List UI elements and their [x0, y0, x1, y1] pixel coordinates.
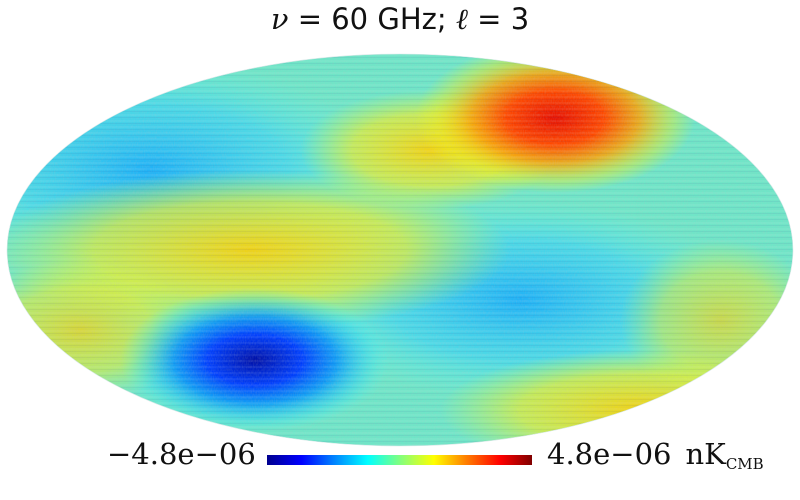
colorbar-min-label: −4.8e−06: [107, 437, 256, 471]
colorbar-unit: nKCMB: [685, 437, 764, 473]
map-outline: [6, 53, 794, 447]
colorbar-max-group: 4.8e−06 nKCMB: [547, 437, 764, 481]
colorbar-gradient: [267, 455, 532, 465]
title-ell-symbol: ℓ: [446, 2, 468, 36]
colorbar: −4.8e−06 4.8e−06 nKCMB: [0, 437, 800, 477]
title-frequency: 60 GHz;: [331, 2, 447, 36]
scan-stripes: [7, 54, 793, 446]
map-title: ν = 60 GHz; ℓ = 3: [0, 2, 800, 36]
title-equals-2: =: [467, 2, 511, 36]
sky-map-content: [7, 54, 793, 446]
colorbar-max-label: 4.8e−06: [547, 437, 672, 471]
colorbar-unit-main: nK: [685, 437, 726, 471]
title-multipole: 3: [510, 2, 530, 36]
title-nu-symbol: ν: [270, 2, 289, 36]
title-equals-1: =: [288, 2, 332, 36]
colorbar-unit-sub: CMB: [725, 455, 764, 473]
